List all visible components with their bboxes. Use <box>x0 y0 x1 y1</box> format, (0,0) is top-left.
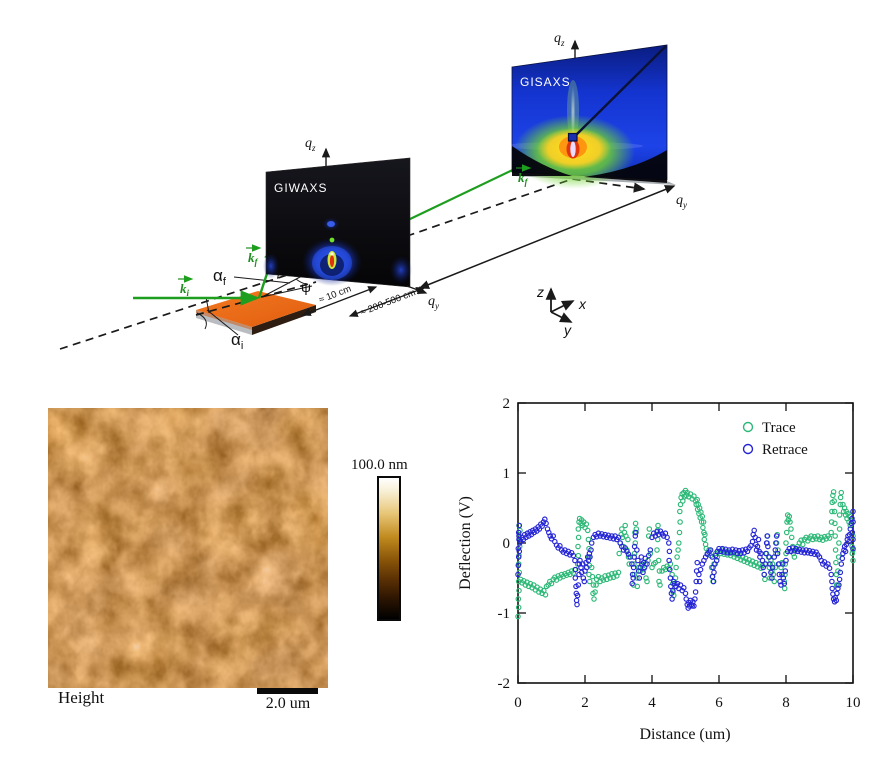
svg-text:8: 8 <box>782 695 790 711</box>
giwaxs-label: GIWAXS <box>274 181 328 195</box>
svg-text:0: 0 <box>503 536 511 552</box>
svg-text:0: 0 <box>514 695 522 711</box>
svg-text:1: 1 <box>503 466 511 482</box>
svg-text:-1: -1 <box>498 606 511 622</box>
detector-detector-distance-label: ≈ 200-500 cm <box>359 287 417 318</box>
scattering-geometry-schematic: GIWAXS qz qy ≈ 10 cm ≈ 200-500 cm <box>0 0 895 380</box>
deflection-scatter-plot: 0 2 4 6 8 10 -2 -1 0 1 2 Distance (um) Deflection … <box>450 392 895 762</box>
gisaxs-qy-label: qy <box>676 193 687 210</box>
trace-legend-label: Trace <box>762 420 796 436</box>
kf-label: kf <box>246 248 259 267</box>
retrace-legend-label: Retrace <box>762 442 808 458</box>
svg-text:6: 6 <box>715 695 723 711</box>
ki-label: ki <box>178 279 191 298</box>
svg-text:kf: kf <box>248 250 259 267</box>
y-axis-title: Deflection (V) <box>457 496 474 590</box>
svg-text:4: 4 <box>648 695 656 711</box>
retrace-legend-marker <box>744 445 753 454</box>
alpha-f-label: αf <box>213 266 227 288</box>
figure-canvas: GIWAXS qz qy ≈ 10 cm ≈ 200-500 cm <box>0 0 895 771</box>
afm-scalebar-label: 2.0 um <box>255 695 321 713</box>
plot-legend: Trace Retrace <box>744 420 809 458</box>
height-colorbar <box>377 476 401 621</box>
gisaxs-qy-axis-line <box>420 186 674 288</box>
retrace-data-points <box>516 509 855 610</box>
svg-text:ki: ki <box>180 281 190 298</box>
svg-text:2: 2 <box>581 695 589 711</box>
giwaxs-detector-panel: GIWAXS <box>263 158 412 287</box>
afm-scalebar <box>257 688 318 694</box>
giwaxs-qz-label: qz <box>305 136 316 153</box>
gisaxs-qz-label: qz <box>554 31 565 48</box>
trace-legend-marker <box>744 423 753 432</box>
x-axis-label: x <box>578 296 587 312</box>
xyz-axes-indicator <box>551 289 573 322</box>
afm-height-image <box>48 408 328 688</box>
afm-channel-label: Height <box>58 688 104 708</box>
psi-label: ψ <box>301 279 311 295</box>
x-axis-title: Distance (um) <box>639 726 730 743</box>
beamstop <box>569 134 578 142</box>
z-axis-label: z <box>536 284 544 300</box>
gisaxs-label: GISAXS <box>520 75 571 89</box>
giwaxs-green-spot <box>330 238 335 243</box>
alpha-i-label: αi <box>231 330 243 352</box>
colorbar-max-label: 100.0 nm <box>351 457 408 474</box>
svg-text:-2: -2 <box>498 676 511 692</box>
svg-text:10: 10 <box>846 695 861 711</box>
y-axis-label: y <box>563 322 572 338</box>
giwaxs-qy-label: qy <box>428 294 439 311</box>
svg-text:2: 2 <box>503 396 511 412</box>
